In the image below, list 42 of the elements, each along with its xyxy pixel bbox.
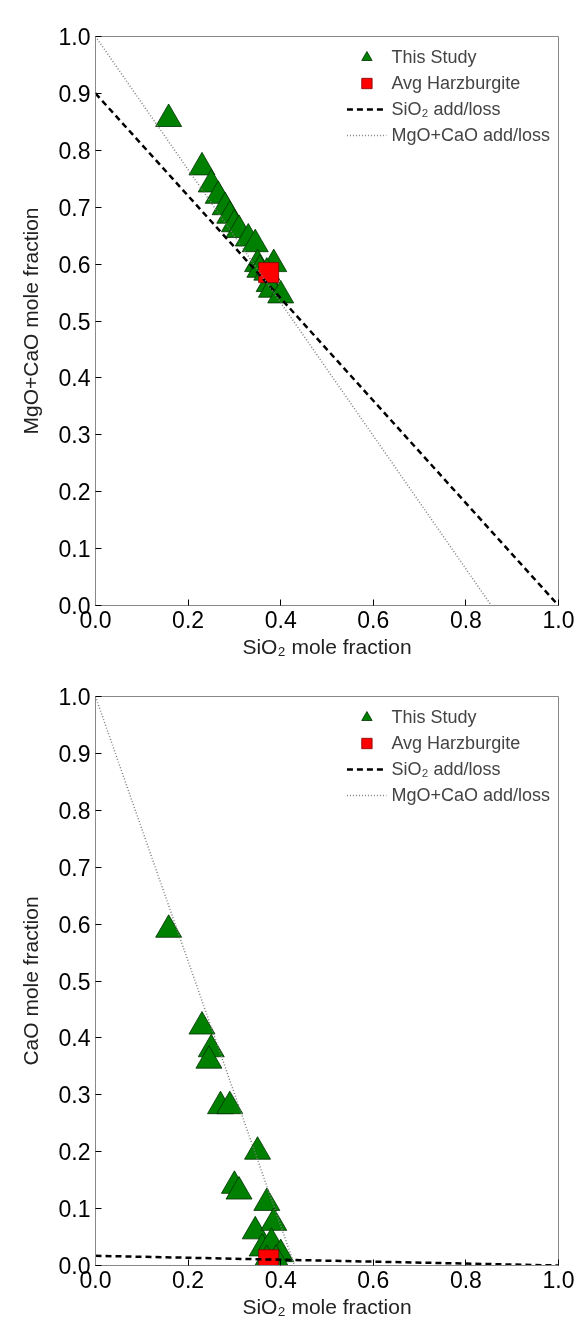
y-tick-label: 0.5: [58, 308, 91, 335]
legend-label: SiO₂ add/loss: [391, 758, 501, 780]
legend-label: Avg Harzburgite: [391, 72, 521, 94]
x-tick-label: 0.2: [172, 1266, 205, 1293]
y-tick-label: 0.9: [58, 740, 91, 767]
y-tick-label: 0.6: [58, 251, 91, 278]
x-tick-label: 1.0: [542, 1266, 575, 1293]
y-tick-label: 0.7: [58, 854, 91, 881]
y-tick-label: 0.1: [58, 1196, 91, 1223]
legend-label: MgO+CaO add/loss: [391, 784, 550, 806]
legend-label: MgO+CaO add/loss: [391, 124, 550, 146]
y-axis-title: MgO+CaO mole fraction: [18, 207, 42, 435]
y-tick-label: 0.3: [58, 422, 91, 449]
x-tick-label: 0.6: [357, 1266, 390, 1293]
legend-label: SiO₂ add/loss: [391, 98, 501, 120]
x-tick-label: 0.2: [172, 606, 205, 633]
x-tick-label: 1.0: [542, 606, 575, 633]
legend-label: This Study: [391, 706, 477, 728]
y-tick-label: 0.2: [58, 1139, 91, 1166]
y-tick-label: 0.8: [58, 797, 91, 824]
y-tick-label: 0.7: [58, 194, 91, 221]
x-axis-title: SiO₂ mole fraction: [242, 1294, 412, 1318]
y-tick-label: 0.9: [58, 80, 91, 107]
y-tick-label: 1.0: [58, 24, 91, 50]
x-tick-label: 0.8: [449, 606, 482, 633]
y-tick-label: 0.4: [58, 1025, 91, 1052]
x-tick-label: 0.6: [357, 606, 390, 633]
legend-label: This Study: [391, 46, 477, 68]
y-tick-label: 0.2: [58, 479, 91, 506]
y-tick-label: 0.4: [58, 365, 91, 392]
y-tick-label: 0.1: [58, 536, 91, 563]
y-axis-title: CaO mole fraction: [18, 896, 42, 1066]
x-tick-label: 0.4: [264, 606, 297, 633]
y-tick-label: 0.6: [58, 911, 91, 938]
x-axis-title: SiO₂ mole fraction: [242, 634, 412, 658]
y-tick-label: 0.5: [58, 968, 91, 995]
legend-label: Avg Harzburgite: [391, 732, 521, 754]
y-tick-label: 0.8: [58, 137, 91, 164]
y-tick-label: 0.3: [58, 1082, 91, 1109]
y-tick-label: 1.0: [58, 684, 91, 710]
x-tick-label: 0.8: [449, 1266, 482, 1293]
x-tick-label: 0.4: [264, 1266, 297, 1293]
